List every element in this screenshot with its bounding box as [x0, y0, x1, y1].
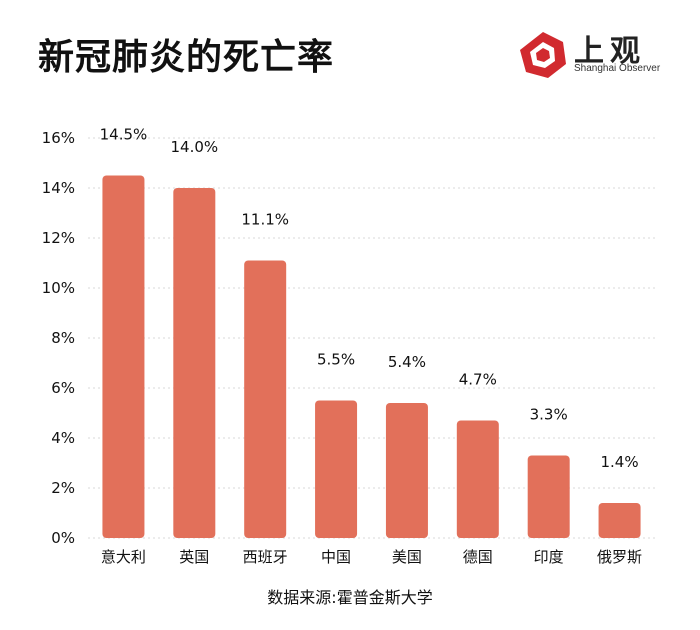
data-source: 数据来源:霍普金斯大学 [267, 588, 433, 607]
bars [102, 175, 641, 538]
x-category-label: 美国 [392, 548, 422, 566]
y-tick-label: 14% [42, 179, 75, 197]
bar [244, 260, 287, 538]
data-label: 1.4% [601, 453, 639, 471]
y-tick-label: 4% [51, 429, 75, 447]
bar [102, 175, 145, 538]
x-category-label: 俄罗斯 [597, 548, 642, 566]
y-tick-label: 2% [51, 479, 75, 497]
shanghai-observer-logo: 上观 Shanghai Observer [518, 30, 678, 78]
data-label: 14.5% [100, 126, 148, 144]
data-label: 4.7% [459, 371, 497, 389]
x-category-label: 印度 [534, 548, 564, 566]
bar-chart: 0% 2% 4% 6% 8% 10% 12% 14% 16% 14.5% 14.0% 11.1% 5.… [42, 126, 655, 566]
y-tick-label: 6% [51, 379, 75, 397]
x-category-label: 英国 [179, 548, 209, 566]
bar [315, 400, 358, 538]
data-label: 5.5% [317, 351, 355, 369]
data-labels: 14.5% 14.0% 11.1% 5.5% 5.4% 4.7% 3.3% 1.4% [100, 126, 639, 472]
x-category-label: 西班牙 [243, 548, 288, 566]
bar [527, 455, 570, 538]
bar [456, 420, 499, 538]
data-label: 11.1% [241, 211, 289, 229]
data-label: 14.0% [170, 138, 218, 156]
bar [598, 503, 641, 538]
logo-subtitle: Shanghai Observer [574, 63, 661, 74]
x-category-label: 意大利 [101, 548, 146, 566]
bar [385, 403, 428, 538]
y-tick-label: 0% [51, 529, 75, 547]
data-label: 3.3% [530, 406, 568, 424]
y-tick-label: 10% [42, 279, 75, 297]
y-axis-ticks: 0% 2% 4% 6% 8% 10% 12% 14% 16% [42, 129, 75, 547]
logo-mark-icon [520, 32, 566, 78]
y-tick-label: 8% [51, 329, 75, 347]
data-label: 5.4% [388, 353, 426, 371]
y-tick-label: 12% [42, 229, 75, 247]
x-category-label: 德国 [463, 548, 493, 566]
bar [173, 188, 216, 538]
x-axis-categories: 意大利 英国 西班牙 中国 美国 德国 印度 俄罗斯 [101, 548, 642, 566]
chart-title: 新冠肺炎的死亡率 [38, 37, 335, 78]
gridlines [88, 137, 655, 539]
x-category-label: 中国 [321, 548, 351, 566]
logo-text: 上观 [574, 34, 646, 69]
y-tick-label: 16% [42, 129, 75, 147]
